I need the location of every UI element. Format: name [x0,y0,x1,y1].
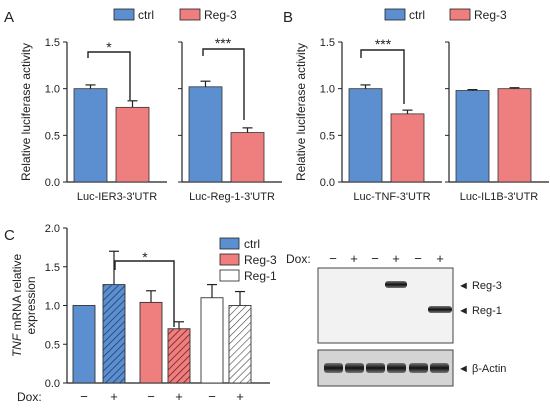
significance-label-a1: * [106,39,112,55]
significance-a1: * [87,39,131,100]
significance-b1: *** [360,36,405,104]
legend-swatch-reg1-c [219,269,240,282]
blot-dox-label: Dox: [286,252,311,266]
band-actin-5 [409,363,428,373]
significance-c1: * [114,249,175,327]
band-actin-6 [430,363,449,373]
x-category-label: Luc-IL1B-3'UTR [460,191,539,203]
y-tick-label: 1.0 [320,84,335,96]
legend-swatch-ctrl-c [219,237,240,250]
chart-a-reg1: Luc-Reg-1-3'UTR [178,41,282,203]
y-tick-label: 1.0 [45,301,60,313]
legend-label-reg3-b: Reg-3 [474,8,507,22]
chart-b-tnf: 0.0 0.5 1.0 1.5 Relative luciferase activity… [294,37,442,203]
y-tick-label: 0.5 [45,130,60,142]
band-actin-1 [324,363,343,373]
band-actin-3 [366,363,385,373]
bar-ctrl [348,88,383,183]
blot-lane-6: + [436,251,444,266]
y-axis-label: Relative luciferase activity [294,43,308,181]
blot-lane-3: − [371,251,379,266]
significance-label-c1: * [142,249,148,265]
y-axis-label: TNF mRNA relative [10,254,24,358]
legend-label-reg1-c: Reg-1 [244,269,277,283]
dox-symbol: − [147,389,155,404]
x-category-label: Luc-TNF-3'UTR [353,191,430,203]
panel-label-a: A [4,9,14,26]
legend-label-ctrl-c: ctrl [244,237,260,251]
blot-lane-1: − [329,251,337,266]
band-reg3 [385,281,407,288]
x-category-label: Luc-IER3-3'UTR [77,191,157,203]
y-axis-label-line2: expression [24,276,38,334]
panel-label-b: B [283,9,293,26]
y-tick-label: 1.5 [45,37,60,49]
panel-label-c: C [4,227,15,244]
significance-label-a2: *** [215,35,232,51]
legend-label-ctrl-b: ctrl [409,8,425,22]
y-tick-label: 0.0 [45,177,60,189]
bar-reg1-plus [228,305,252,384]
bar-reg3 [230,132,265,183]
chart-b-il1b: Luc-IL1B-3'UTR [445,41,549,203]
y-tick-label: 1.5 [320,37,335,49]
legend-label-reg3-c: Reg-3 [244,253,277,267]
blot-membrane-top [317,267,454,344]
legend-ab: ctrl Reg-3 ctrl Reg-3 [113,8,507,22]
y-tick-label: 0.0 [45,378,60,390]
bar-reg3-plus [167,328,191,384]
y-axis-label: Relative luciferase activity [19,43,33,181]
dox-symbol: − [80,389,88,404]
blot-lane-4: + [392,251,400,266]
y-tick-label: 0.5 [320,130,335,142]
legend-swatch-ctrl-b [384,8,406,21]
bar-reg3-minus [139,301,163,384]
bar-ctrl-plus [102,284,126,384]
legend-swatch-reg3-b [449,8,471,21]
bar-reg3 [497,88,532,183]
band-actin-2 [345,363,364,373]
x-category-label: Luc-Reg-1-3'UTR [189,191,275,203]
bar-ctrl [455,90,490,183]
bar-reg3 [390,113,425,183]
dox-symbol: + [110,389,118,404]
legend-swatch-reg3-c [219,253,240,266]
legend-swatch-reg3-a [179,8,201,21]
dox-symbol: + [175,389,183,404]
y-tick-label: 1.0 [45,84,60,96]
chart-a-ier3: 0.0 0.5 1.0 1.5 Relative luciferase activity… [19,37,167,203]
chart-c-tnf-mrna: 0.0 0.5 1.0 1.5 2.0 TNF mRNA relative expressi… [10,223,270,404]
dox-symbol: + [236,389,244,404]
blot-lane-2: + [350,251,358,266]
y-tick-label: 0.0 [320,177,335,189]
bar-ctrl [188,86,223,183]
y-tick-label: 0.5 [45,339,60,351]
legend-swatch-ctrl-a [113,8,135,21]
blot-lane-5: − [414,251,422,266]
y-tick-label: 2.0 [45,223,60,235]
significance-a2: *** [202,35,245,120]
band-actin-4 [387,363,406,373]
band-label-reg3: ◄ Reg-3 [458,280,502,292]
bar-ctrl-minus [72,305,96,384]
bar-reg1-minus [200,297,224,384]
bar-ctrl [73,88,108,183]
y-tick-label: 1.5 [45,262,60,274]
legend-label-reg3-a: Reg-3 [204,8,237,22]
band-label-actin: ◄ β-Actin [458,363,506,375]
x-axis-label: Dox: [17,390,42,404]
western-blot: Dox: − + − + − + ◄ Reg-3 ◄ Reg-1 ◄ β-Act… [286,251,506,387]
band-label-reg1: ◄ Reg-1 [458,305,502,317]
bar-reg3 [115,106,150,183]
band-reg1 [428,306,452,313]
significance-label-b1: *** [375,36,392,52]
legend-label-ctrl-a: ctrl [138,8,154,22]
legend-c: ctrl Reg-3 Reg-1 [219,237,277,283]
dox-symbol: − [208,389,216,404]
